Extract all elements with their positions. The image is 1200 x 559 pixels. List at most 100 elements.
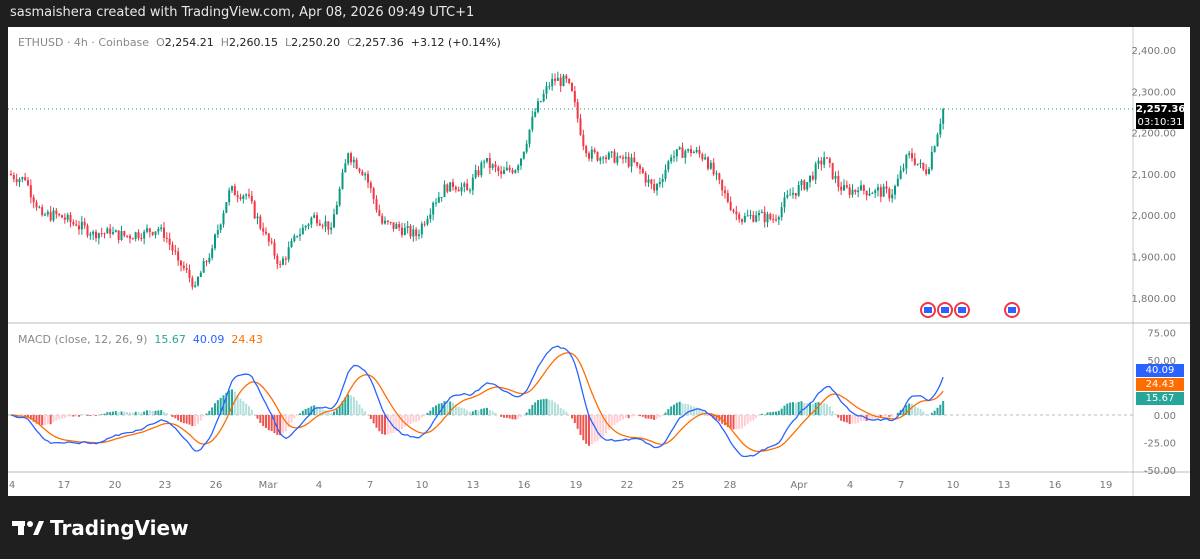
macd-histogram-bar bbox=[571, 415, 573, 419]
candle-body bbox=[582, 134, 585, 147]
macd-histogram-bar bbox=[491, 411, 494, 415]
candle-body bbox=[613, 151, 616, 163]
candle-body bbox=[202, 261, 205, 273]
macd-histogram-bar bbox=[341, 400, 344, 415]
candle-body bbox=[783, 197, 786, 208]
macd-histogram-bar bbox=[488, 409, 491, 415]
candle-body bbox=[452, 182, 454, 187]
macd-histogram-bar bbox=[46, 415, 49, 425]
candle-body bbox=[721, 179, 724, 191]
chart-credit: sasmaishera created with TradingView.com… bbox=[10, 5, 475, 20]
macd-histogram-bar bbox=[763, 413, 766, 415]
macd-histogram-bar bbox=[146, 410, 148, 415]
candle-body bbox=[225, 202, 228, 213]
candle-body bbox=[667, 161, 670, 170]
candle-body bbox=[469, 190, 471, 192]
candle-body bbox=[868, 193, 871, 196]
candle-body bbox=[939, 123, 942, 135]
candle-body bbox=[494, 164, 497, 168]
macd-histogram-bar bbox=[321, 409, 324, 415]
candle-body bbox=[276, 255, 279, 264]
macd-histogram-bar bbox=[840, 415, 843, 421]
macd-histogram-bar bbox=[658, 415, 661, 418]
macd-histogram-bar bbox=[109, 412, 112, 415]
candle-body bbox=[511, 170, 514, 173]
time-tick: 17 bbox=[58, 480, 71, 491]
macd-histogram-bar bbox=[114, 411, 117, 415]
candle-body bbox=[656, 184, 658, 191]
macd-histogram-bar bbox=[551, 400, 554, 415]
macd-histogram-bar bbox=[276, 415, 279, 435]
candle-body bbox=[792, 192, 794, 195]
macd-histogram-bar bbox=[539, 399, 542, 415]
candle-body bbox=[474, 170, 477, 178]
macd-histogram-bar bbox=[134, 411, 137, 415]
macd-histogram-bar bbox=[823, 403, 826, 415]
candle-body bbox=[177, 251, 180, 261]
candle-body bbox=[772, 219, 775, 221]
high-label: H bbox=[220, 36, 229, 49]
macd-histogram-bar bbox=[834, 413, 837, 415]
macd-histogram-bar bbox=[511, 415, 514, 420]
candle-body bbox=[12, 175, 15, 180]
macd-histogram-bar bbox=[55, 415, 58, 421]
macd-histogram-bar bbox=[667, 409, 670, 415]
macd-histogram-bar bbox=[66, 415, 69, 417]
candle-body bbox=[103, 233, 106, 235]
candle-body bbox=[539, 101, 542, 103]
candle-body bbox=[678, 147, 681, 150]
macd-histogram-bar bbox=[126, 411, 129, 415]
candle-body bbox=[670, 157, 673, 162]
chart-area[interactable]: 2,400.00 2,300.00 2,200.00 2,100.00 2,000.00… bbox=[8, 27, 1190, 496]
macd-histogram-bar bbox=[639, 415, 641, 417]
macd-histogram-bar bbox=[848, 415, 851, 424]
candle-body bbox=[446, 184, 449, 192]
candle-body bbox=[440, 197, 443, 199]
macd-histogram-bar bbox=[755, 415, 758, 419]
candle-body bbox=[61, 215, 63, 218]
macd-histogram-bar bbox=[100, 414, 103, 415]
candle-body bbox=[599, 157, 602, 161]
candle-body bbox=[885, 186, 888, 189]
macd-histogram-bar bbox=[837, 415, 840, 418]
candle-body bbox=[704, 157, 707, 160]
price-tick: 2,000.00 bbox=[1131, 211, 1176, 222]
candle-body bbox=[250, 195, 253, 202]
candle-body bbox=[32, 197, 35, 203]
candle-body bbox=[389, 222, 392, 224]
candle-body bbox=[299, 234, 301, 236]
macd-tick: 50.00 bbox=[1147, 356, 1176, 367]
candle-body bbox=[687, 149, 690, 151]
candle-body bbox=[644, 173, 647, 183]
macd-histogram-bar bbox=[420, 415, 423, 418]
candle-body bbox=[231, 186, 233, 191]
us-flag-icon bbox=[958, 307, 966, 313]
candle-body bbox=[460, 186, 463, 192]
macd-histogram-bar bbox=[874, 415, 877, 419]
candle-body bbox=[749, 214, 752, 216]
candle-body bbox=[911, 153, 913, 159]
macd-histogram-bar bbox=[630, 415, 633, 417]
macd-histogram-bar bbox=[582, 415, 585, 441]
macd-histogram-bar bbox=[701, 411, 704, 415]
macd-histogram-bar bbox=[828, 406, 831, 415]
candle-body bbox=[522, 151, 525, 159]
macd-histogram-bar bbox=[106, 412, 109, 415]
tradingview-logo-icon bbox=[12, 521, 44, 535]
chart-canvas[interactable]: 2,400.00 2,300.00 2,200.00 2,100.00 2,000.00… bbox=[8, 27, 1190, 496]
macd-histogram-bar bbox=[514, 415, 517, 420]
candle-body bbox=[831, 162, 834, 179]
candle-body bbox=[503, 170, 505, 174]
macd-histogram-bar bbox=[806, 403, 809, 415]
macd-histogram-bar bbox=[675, 402, 678, 415]
macd-histogram-bar bbox=[239, 398, 242, 415]
candle-body bbox=[732, 209, 735, 212]
candle-body bbox=[296, 235, 299, 237]
macd-histogram-bar bbox=[61, 415, 63, 419]
macd-histogram-bar bbox=[735, 415, 738, 430]
macd-histogram-bar bbox=[211, 407, 214, 415]
macd-histogram-bar bbox=[418, 415, 420, 421]
candle-body bbox=[338, 188, 341, 206]
macd-histogram-bar bbox=[233, 391, 236, 415]
candle-body bbox=[605, 157, 607, 160]
